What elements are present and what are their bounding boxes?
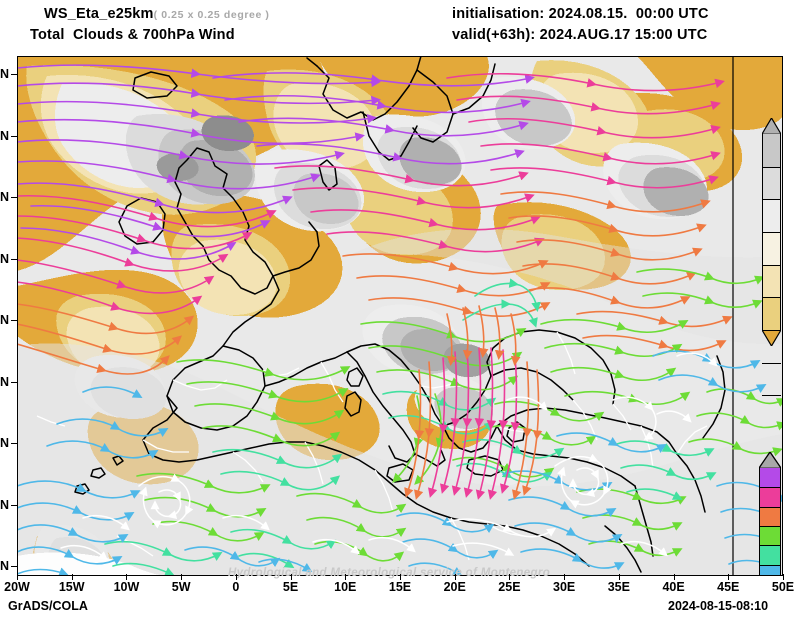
y-axis-label: N bbox=[0, 436, 10, 451]
y-axis-label: N bbox=[0, 374, 10, 389]
colorbar-top-arrow bbox=[761, 116, 782, 135]
wind-streamline-layer bbox=[17, 64, 783, 576]
colorbar-segment bbox=[759, 564, 781, 576]
colorbar-divider bbox=[759, 545, 781, 547]
watermark: Hydrological and Meteorological service … bbox=[228, 567, 551, 579]
x-axis-tick bbox=[71, 574, 73, 580]
x-axis-tick bbox=[17, 574, 18, 580]
y-axis-label: N bbox=[0, 190, 10, 205]
x-axis-label: 20E bbox=[443, 580, 466, 594]
colorbar-segment bbox=[759, 545, 781, 565]
colorbar-divider bbox=[762, 297, 781, 299]
producer-label: GrADS/COLA bbox=[8, 599, 88, 613]
colorbar-divider bbox=[762, 166, 781, 168]
y-axis-label: N bbox=[0, 128, 10, 143]
colorbar-segment bbox=[759, 487, 781, 507]
x-axis-tick bbox=[673, 574, 675, 580]
x-axis-tick bbox=[126, 574, 128, 580]
x-axis-label: 10E bbox=[334, 580, 357, 594]
colorbar-divider bbox=[762, 330, 781, 331]
colorbar-divider bbox=[759, 487, 781, 489]
y-axis-tick bbox=[11, 443, 17, 445]
colorbar-divider bbox=[759, 526, 781, 527]
colorbar-segment bbox=[762, 297, 781, 330]
y-axis-tick bbox=[11, 258, 17, 260]
x-axis-label: 15E bbox=[388, 580, 412, 594]
x-axis-tick bbox=[290, 574, 292, 580]
y-axis-label: N bbox=[0, 251, 10, 266]
y-axis-label: N bbox=[0, 497, 10, 512]
colorbar-segment bbox=[759, 506, 781, 526]
colorbar-segment bbox=[759, 526, 781, 546]
x-axis-label: 25E bbox=[498, 580, 521, 594]
colorbar-divider bbox=[762, 264, 781, 266]
colorbar-divider bbox=[762, 395, 781, 397]
x-axis-label: 0 bbox=[232, 580, 240, 594]
colorbar-bottom-arrow bbox=[761, 329, 782, 348]
field-title: Total Clouds & 700hPa Wind bbox=[30, 27, 235, 43]
colorbar-divider bbox=[759, 564, 781, 566]
y-axis-label: N bbox=[0, 67, 10, 82]
colorbar-segment bbox=[762, 232, 781, 265]
x-axis-tick bbox=[454, 574, 456, 580]
colorbar-segment bbox=[762, 166, 781, 200]
x-axis-label: 15W bbox=[58, 580, 85, 594]
x-axis-tick bbox=[564, 574, 566, 580]
y-axis-tick bbox=[11, 74, 17, 76]
x-axis-tick bbox=[400, 574, 401, 580]
colorbar-segment bbox=[762, 199, 781, 232]
y-axis-tick bbox=[11, 504, 17, 506]
y-axis-tick bbox=[11, 197, 17, 199]
x-axis-label: 10W bbox=[113, 580, 140, 594]
colorbar-segment bbox=[762, 264, 781, 298]
colorbar-divider bbox=[762, 362, 781, 364]
model-resolution: ( 0.25 x 0.25 degree ) bbox=[153, 9, 270, 21]
x-axis-label: 45E bbox=[717, 580, 740, 594]
colorbar-divider bbox=[762, 199, 781, 201]
x-axis-label: 5W bbox=[171, 580, 191, 594]
x-axis-label: 40E bbox=[662, 580, 685, 594]
map-plot-area[interactable]: 9895908070605040 25171310753 bbox=[17, 56, 783, 576]
x-axis-tick bbox=[181, 574, 183, 580]
cloud-cover-colorbar[interactable]: 9895908070605040 bbox=[761, 116, 782, 397]
x-axis-tick bbox=[618, 574, 620, 580]
y-axis-tick bbox=[11, 566, 17, 568]
y-axis-label: N bbox=[0, 559, 10, 574]
model-title: WS_Eta_e25km( 0.25 x 0.25 degree ) bbox=[44, 6, 270, 22]
x-axis-tick bbox=[509, 574, 511, 580]
colorbar-divider bbox=[762, 232, 781, 233]
x-axis-label: 5E bbox=[282, 580, 299, 594]
colorbar-divider bbox=[759, 506, 781, 508]
y-axis-tick bbox=[11, 320, 17, 322]
wind-speed-colorbar[interactable]: 25171310753 bbox=[757, 450, 783, 576]
colorbar-top-arrow bbox=[757, 450, 783, 469]
x-axis-tick bbox=[728, 574, 730, 580]
x-axis-tick bbox=[783, 574, 784, 580]
x-axis-label: 35E bbox=[607, 580, 630, 594]
x-axis-tick bbox=[345, 574, 347, 580]
colorbar-segment bbox=[759, 468, 781, 488]
initialisation-time: initialisation: 2024.08.15. 00:00 UTC bbox=[452, 6, 709, 22]
model-name: WS_Eta_e25km bbox=[44, 6, 154, 22]
valid-time: valid(+63h): 2024.AUG.17 15:00 UTC bbox=[452, 27, 708, 43]
generation-timestamp: 2024-08-15-08:10 bbox=[668, 599, 769, 613]
y-axis-tick bbox=[11, 135, 17, 137]
colorbar-segment bbox=[762, 134, 781, 167]
x-axis-label: 20W bbox=[4, 580, 30, 594]
y-axis-label: N bbox=[0, 313, 10, 328]
x-axis-label: 30E bbox=[553, 580, 576, 594]
x-axis-tick bbox=[235, 574, 237, 580]
x-axis-label: 50E bbox=[771, 580, 795, 594]
y-axis-tick bbox=[11, 381, 17, 383]
